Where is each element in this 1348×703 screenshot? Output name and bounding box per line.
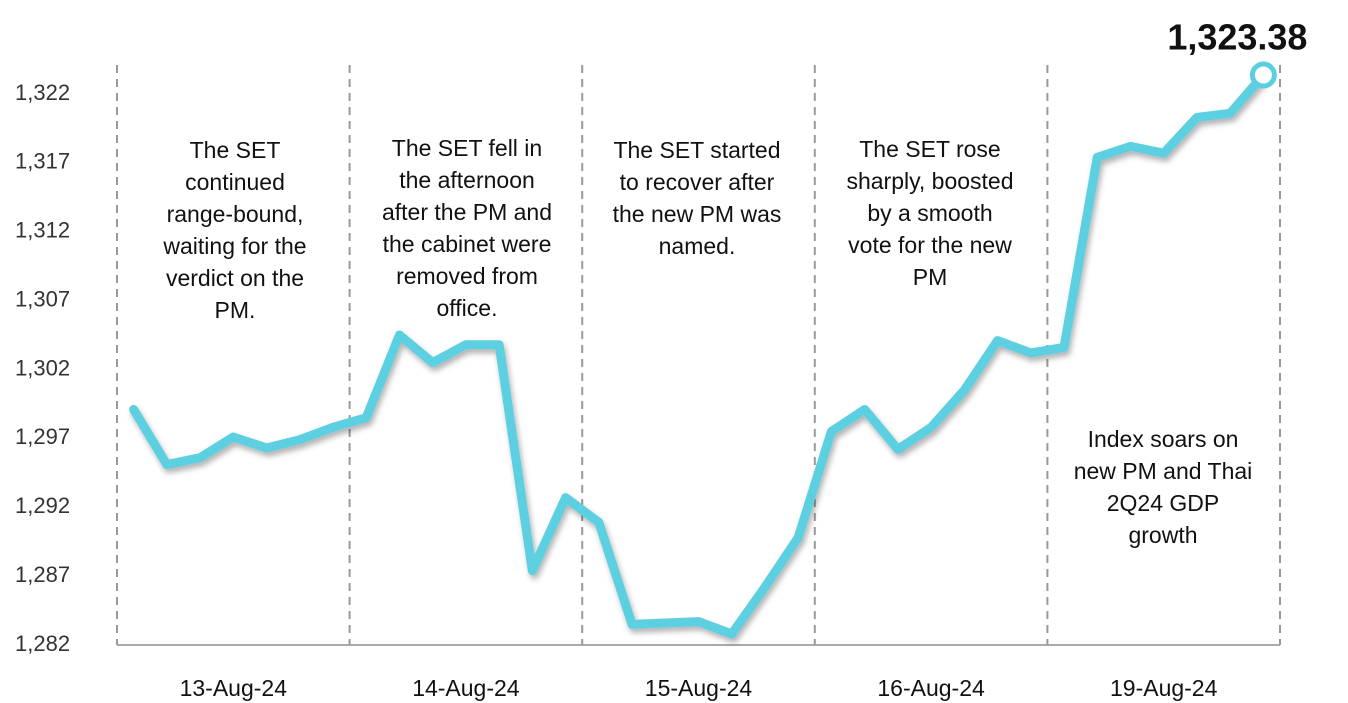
annotation: The SET fell in: [392, 135, 542, 161]
annotation: 2Q24 GDP: [1107, 490, 1220, 516]
y-tick-label: 1,322: [15, 80, 70, 105]
y-tick-label: 1,317: [15, 149, 70, 174]
annotation: Index soars on: [1088, 426, 1239, 452]
annotation: range-bound,: [167, 201, 304, 227]
y-tick-label: 1,287: [15, 562, 70, 587]
annotation: continued: [185, 169, 285, 195]
value-label: 1,323.38: [1167, 17, 1307, 58]
annotation: by a smooth: [867, 200, 992, 226]
annotation: after the PM and: [382, 199, 552, 225]
annotation: verdict on the: [166, 265, 304, 291]
annotation: the new PM was: [613, 201, 782, 227]
annotation: office.: [437, 295, 498, 321]
y-tick-label: 1,282: [15, 631, 70, 656]
annotation: The SET started: [613, 137, 780, 163]
annotation: PM.: [215, 297, 256, 323]
annotation: the afternoon: [399, 167, 535, 193]
annotation: new PM and Thai: [1074, 458, 1253, 484]
annotation: The SET: [190, 137, 281, 163]
annotation: PM: [913, 264, 948, 290]
y-tick-label: 1,292: [15, 493, 70, 518]
x-tick-label: 19-Aug-24: [1110, 675, 1218, 701]
annotation: sharply, boosted: [846, 168, 1013, 194]
end-marker: [1249, 61, 1277, 89]
annotation: to recover after: [620, 169, 775, 195]
annotation: The SET rose: [859, 136, 1000, 162]
annotation: growth: [1128, 522, 1197, 548]
line: [129, 70, 1268, 639]
annotation: waiting for the: [162, 233, 306, 259]
annotation: removed from: [396, 263, 538, 289]
y-tick-label: 1,302: [15, 355, 70, 380]
x-tick-label: 16-Aug-24: [877, 675, 985, 701]
annotation: the cabinet were: [383, 231, 552, 257]
y-tick-label: 1,307: [15, 286, 70, 311]
y-tick-label: 1,297: [15, 424, 70, 449]
x-tick-label: 15-Aug-24: [645, 675, 753, 701]
annotation: named.: [659, 233, 736, 259]
x-tick-label: 13-Aug-24: [180, 675, 288, 701]
annotation: vote for the new: [848, 232, 1012, 258]
y-tick-label: 1,312: [15, 218, 70, 243]
x-tick-label: 14-Aug-24: [412, 675, 520, 701]
